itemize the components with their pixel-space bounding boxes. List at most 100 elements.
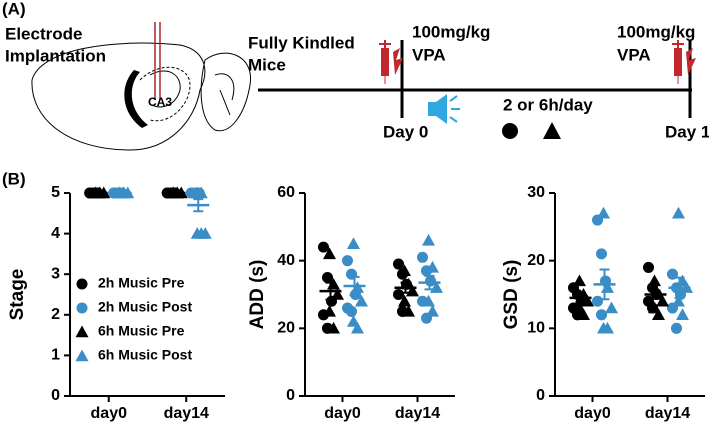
- y-tick-label: 5: [51, 184, 60, 201]
- y-tick-label: 0: [286, 387, 295, 404]
- y-tick-label: 2: [51, 306, 60, 323]
- diagram-text: Day 14: [665, 122, 709, 141]
- data-point: [194, 227, 208, 239]
- diagram-text: Fully Kindled: [248, 33, 355, 52]
- sem-bar: [349, 275, 360, 297]
- data-point: [194, 186, 208, 199]
- data-point: [327, 321, 340, 334]
- y-axis-title: GSD (s): [501, 260, 522, 330]
- y-tick-label: 10: [527, 320, 545, 337]
- hippocampus: [124, 70, 148, 128]
- diagram-text: Implantation: [5, 46, 106, 65]
- data-point: [605, 301, 618, 314]
- x-tick-label: day14: [645, 405, 690, 422]
- diagram-text: VPA: [412, 45, 446, 64]
- data-point: [402, 304, 415, 317]
- legend-label: 6h Music Post: [98, 347, 192, 363]
- data-point: [656, 294, 669, 307]
- x-tick-label: day14: [164, 405, 209, 422]
- sem-bar: [400, 281, 411, 294]
- data-point: [392, 288, 405, 301]
- data-point: [422, 294, 435, 307]
- data-point: [398, 294, 411, 307]
- y-tick-label: 30: [527, 184, 545, 201]
- data-point: [577, 308, 590, 320]
- x-tick-label: day0: [324, 405, 361, 422]
- speaker-icon: [428, 94, 460, 124]
- data-point: [652, 308, 665, 320]
- circle-symbol: [502, 123, 518, 139]
- diagram-text: 100mg/kg: [412, 22, 490, 41]
- sem-bar: [575, 292, 586, 303]
- data-point: [581, 294, 594, 307]
- panel-label: (B): [2, 169, 26, 188]
- data-point: [345, 305, 358, 317]
- data-point: [642, 261, 655, 273]
- y-axis-title: Stage: [7, 269, 28, 321]
- legend-label: 6h Music Pre: [98, 323, 185, 339]
- triangle-symbol: [543, 122, 561, 139]
- data-point: [597, 206, 610, 219]
- y-tick-label: 20: [527, 252, 545, 269]
- y-tick-label: 4: [51, 225, 60, 242]
- data-point: [422, 233, 435, 246]
- data-point: [595, 309, 608, 321]
- data-point: [351, 321, 364, 334]
- legend-label: 2h Music Post: [98, 299, 192, 315]
- diagram-text: CA3: [148, 95, 172, 109]
- sem-bar: [650, 289, 661, 300]
- electrode: [154, 22, 161, 100]
- sem-bar: [193, 198, 204, 213]
- y-tick-label: 0: [536, 387, 545, 404]
- diagram-text: 100mg/kg: [617, 22, 695, 41]
- panel-label: (A): [2, 0, 26, 18]
- legend-marker: [76, 302, 88, 314]
- data-point: [601, 321, 614, 334]
- y-tick-label: 60: [277, 184, 295, 201]
- y-tick-label: 20: [277, 320, 295, 337]
- sem-bar: [599, 268, 610, 301]
- data-point: [573, 274, 586, 287]
- diagram-text: Electrode: [5, 24, 82, 43]
- legend-label: 2h Music Pre: [98, 275, 185, 291]
- data-point: [398, 264, 411, 277]
- data-point: [317, 241, 330, 253]
- diagram-text: Day 0: [383, 122, 428, 141]
- y-tick-label: 3: [51, 265, 60, 282]
- data-point: [591, 295, 604, 307]
- data-point: [426, 260, 439, 273]
- syringe-icon: [672, 40, 696, 84]
- x-tick-label: day0: [574, 405, 611, 422]
- y-axis-title: ADD (s): [247, 260, 268, 330]
- data-point: [676, 308, 689, 320]
- data-point: [341, 255, 354, 267]
- legend-marker: [76, 278, 88, 290]
- data-point: [595, 248, 608, 260]
- data-point: [416, 251, 429, 263]
- data-point: [426, 304, 439, 317]
- data-point: [321, 272, 334, 284]
- syringe-icon: [379, 40, 403, 84]
- data-point: [672, 294, 685, 307]
- data-point: [355, 294, 368, 307]
- sem-bar: [325, 281, 336, 301]
- data-point: [648, 274, 661, 287]
- data-point: [670, 322, 683, 334]
- data-point: [347, 237, 360, 249]
- x-tick-label: day14: [395, 405, 440, 422]
- y-tick-label: 40: [277, 252, 295, 269]
- diagram-text: Mice: [248, 55, 286, 74]
- diagram-text: VPA: [617, 45, 651, 64]
- diagram-text: 2 or 6h/day: [503, 95, 593, 114]
- data-point: [672, 206, 685, 219]
- data-point: [323, 247, 336, 260]
- y-tick-label: 0: [51, 387, 60, 404]
- data-point: [392, 258, 405, 270]
- data-point: [323, 304, 336, 317]
- data-point: [331, 288, 344, 300]
- legend-marker: [75, 349, 89, 362]
- legend-marker: [75, 325, 89, 338]
- sem-bar: [674, 276, 685, 299]
- sem-bar: [424, 274, 435, 291]
